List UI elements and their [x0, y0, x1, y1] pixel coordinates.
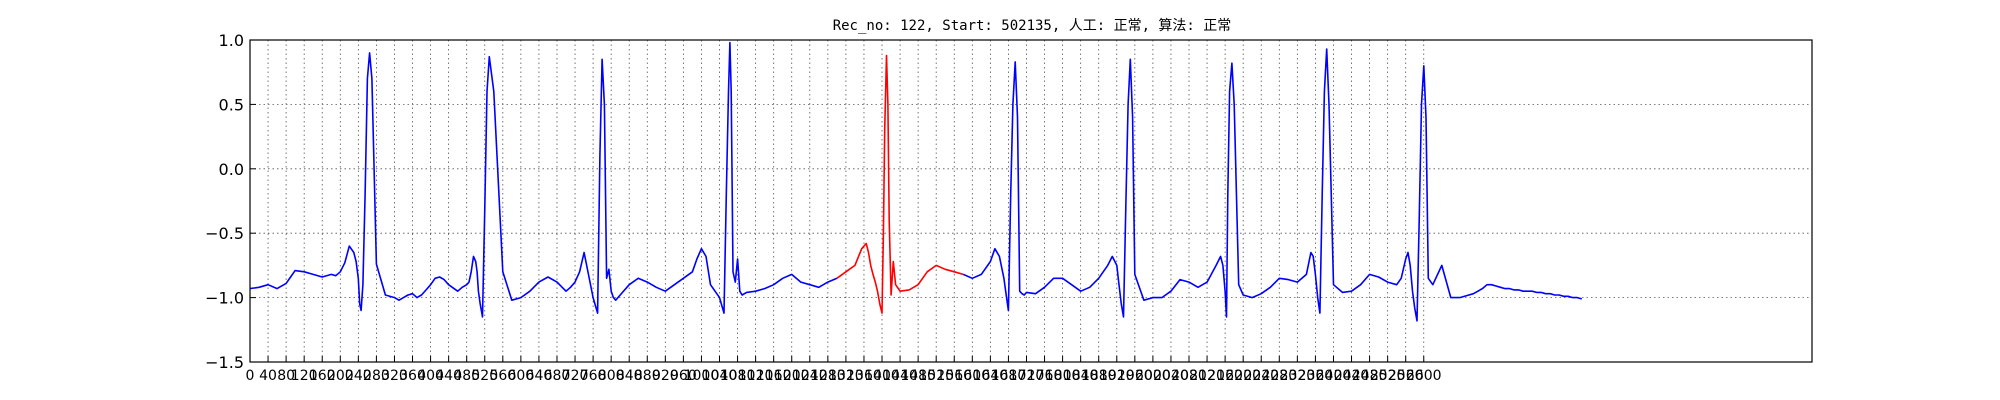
x-tick-label: 360: [399, 368, 426, 384]
x-tick-label: 1760: [1027, 368, 1063, 384]
y-axis: −1.5 −1.0 −0.5 0.0 0.5 1.0: [205, 31, 256, 372]
y-tick-label: 0.5: [219, 95, 244, 114]
series-group: [249, 41, 1583, 322]
x-tick-label: 1200: [774, 368, 810, 384]
x-tick-label: 1800: [1045, 368, 1081, 384]
x-tick-label: 2200: [1225, 368, 1261, 384]
x-tick-label: 640: [526, 368, 553, 384]
grid: [250, 40, 1812, 362]
x-tick-label: 720: [562, 368, 589, 384]
x-tick-label: 2280: [1261, 368, 1297, 384]
x-tick-label: 200: [327, 368, 354, 384]
x-tick-label: 2120: [1189, 368, 1225, 384]
x-tick-label: 280: [363, 368, 390, 384]
x-tick-label: 600: [507, 368, 534, 384]
x-tick-label: 760: [580, 368, 607, 384]
x-tick-label: 520: [471, 368, 498, 384]
x-tick-label: 880: [634, 368, 661, 384]
x-tick-label: 840: [616, 368, 643, 384]
x-tick-label: 120: [291, 368, 318, 384]
x-tick-label: 2480: [1352, 368, 1388, 384]
x-tick-label: 2160: [1207, 368, 1243, 384]
x-tick-label: 2440: [1334, 368, 1370, 384]
x-tick-label: 1120: [738, 368, 774, 384]
x-tick-label: 1960: [1117, 368, 1153, 384]
y-tick-label: 1.0: [219, 31, 244, 50]
x-tick-label: 920: [652, 368, 679, 384]
x-tick-label: 320: [381, 368, 408, 384]
x-tick-label: 2360: [1298, 368, 1334, 384]
x-tick-label: 0: [246, 368, 255, 384]
x-tick-label: 1160: [756, 368, 792, 384]
x-tick-label: 1600: [954, 368, 990, 384]
ecg-series-line-1: [249, 41, 838, 318]
x-tick-label: 1920: [1099, 368, 1135, 384]
ecg-series-line-3: [962, 48, 1583, 322]
y-tick-label: 0.0: [219, 160, 244, 179]
x-tick-label: 1480: [900, 368, 936, 384]
x-tick-label: 1400: [864, 368, 900, 384]
x-tick-label: 440: [435, 368, 462, 384]
x-tick-label: 1560: [936, 368, 972, 384]
x-tick-label: 1000: [684, 368, 720, 384]
x-tick-label: 1040: [702, 368, 738, 384]
x-tick-label: 1640: [973, 368, 1009, 384]
x-tick-label: 2400: [1316, 368, 1352, 384]
x-tick-label: 1840: [1063, 368, 1099, 384]
x-tick-label: 2520: [1370, 368, 1406, 384]
x-tick-label: 1720: [1009, 368, 1045, 384]
x-tick-label: 1680: [991, 368, 1027, 384]
x-tick-label: 800: [598, 368, 625, 384]
x-tick-label: 2080: [1171, 368, 1207, 384]
x-tick-label: 40: [259, 368, 277, 384]
x-tick-label: 2000: [1135, 368, 1171, 384]
ecg-series-line-2: [836, 54, 964, 314]
x-tick-label: 160: [309, 368, 336, 384]
x-tick-label: 1080: [720, 368, 756, 384]
y-tick-label: −0.5: [205, 224, 244, 243]
x-tick-label: 480: [453, 368, 480, 384]
chart-title: Rec_no: 122, Start: 502135, 人工: 正常, 算法: …: [833, 18, 1232, 34]
x-tick-label: 680: [544, 368, 571, 384]
x-tick-label: 2320: [1280, 368, 1316, 384]
x-tick-label: 960: [670, 368, 697, 384]
x-tick-label: 80: [277, 368, 295, 384]
x-tick-label: 1280: [810, 368, 846, 384]
x-tick-label: 1320: [828, 368, 864, 384]
x-tick-label: 1240: [792, 368, 828, 384]
x-tick-label: 2240: [1243, 368, 1279, 384]
y-tick-label: −1.5: [205, 353, 244, 372]
x-tick-label: 1520: [918, 368, 954, 384]
x-tick-label: 240: [345, 368, 372, 384]
plot-frame: [249, 39, 1813, 363]
x-tick-label: 1440: [882, 368, 918, 384]
x-tick-label: 560: [489, 368, 516, 384]
x-tick-label: 2560: [1388, 368, 1424, 384]
x-tick-label: 2600: [1406, 368, 1442, 384]
x-tick-label: 400: [417, 368, 444, 384]
y-tick-label: −1.0: [205, 289, 244, 308]
x-tick-label: 1360: [846, 368, 882, 384]
x-axis: 0 40 8012016020024028032036040044048052056…: [246, 356, 1442, 384]
x-tick-label: 2040: [1153, 368, 1189, 384]
x-tick-label: 1880: [1081, 368, 1117, 384]
